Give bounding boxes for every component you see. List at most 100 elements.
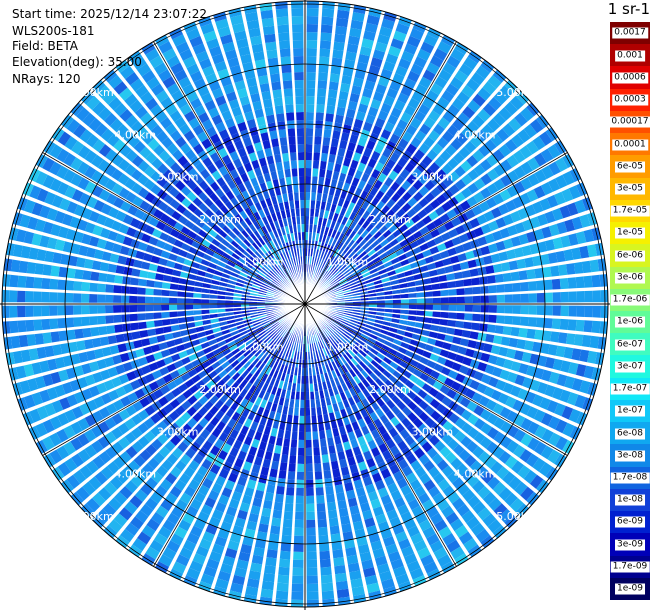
range-gate [340,320,349,326]
range-gate [552,387,564,400]
range-gate [331,268,339,276]
range-gate [372,49,386,61]
range-gate [360,369,369,379]
range-gate [361,200,370,210]
colorbar-label: 0.00017 [609,116,650,128]
range-gate [286,112,295,121]
range-gate [379,183,389,194]
range-gate [353,244,362,253]
range-gate [327,228,334,237]
range-gate [97,294,106,303]
range-gate [539,131,553,146]
range-gate [407,255,417,264]
range-gate [478,451,491,464]
range-gate [519,145,533,159]
range-gate [472,149,485,162]
range-gate [454,417,467,429]
range-gate [334,272,343,279]
range-gate [575,363,587,377]
range-gate [439,150,452,162]
range-gate [406,281,416,288]
range-gate [320,250,325,260]
range-gate [361,398,370,408]
range-gate [384,219,394,229]
range-gate [513,414,526,427]
range-gate [366,320,375,326]
range-gate [327,254,333,263]
range-gate [331,282,340,288]
range-gate [380,194,390,204]
range-gate [486,183,499,195]
range-gate [130,322,139,331]
range-gate [482,81,497,95]
range-gate [322,282,330,289]
range-gate [299,407,305,416]
range-gate [539,198,551,211]
range-gate [340,266,349,274]
range-gate [519,281,529,292]
range-gate [337,241,344,251]
range-gate [473,405,485,417]
range-ring-label: 2.00km [369,383,411,396]
range-gate [487,75,502,89]
range-gate [484,364,495,375]
range-gate [341,216,349,226]
range-gate [447,491,460,504]
range-gate [385,209,395,219]
range-gate [500,159,513,173]
range-gate [316,266,321,275]
range-gate [209,304,218,309]
range-gate [395,351,405,360]
range-gate [518,327,528,338]
range-gate [494,325,504,335]
range-gate [398,375,409,384]
range-gate [492,112,506,127]
range-gate [276,582,289,592]
range-gate [338,223,345,233]
range-gate [324,271,330,279]
range-gate [481,471,495,484]
range-gate [306,104,315,113]
range-gate [498,346,509,357]
range-gate [384,312,393,318]
range-gate [319,56,330,66]
range-gate [410,117,422,129]
range-gate [364,80,376,91]
range-gate [487,118,501,132]
range-gate [295,104,304,113]
colorbar-label: 6e-09 [615,516,645,528]
range-gate [323,470,332,479]
range-gate [446,273,455,281]
range-gate [82,270,92,281]
range-gate [424,344,435,352]
range-gate [458,365,469,375]
range-gate [334,314,343,319]
range-gate [105,294,114,303]
range-gate [469,379,480,391]
range-gate [405,250,415,258]
range-gate [330,203,337,213]
range-gate [464,140,477,154]
range-gate [318,526,328,536]
range-gate [327,275,335,283]
range-gate [400,299,409,304]
range-gate [458,531,473,545]
range-gate [413,191,424,202]
field-name: Field: BETA [12,39,78,53]
range-gate [137,305,146,312]
range-gate [395,175,405,186]
range-gate [340,334,349,342]
range-gate [579,245,590,259]
range-gate [331,320,340,326]
range-gate [440,297,449,304]
range-gate [384,304,393,309]
range-gate [423,479,436,492]
range-gate [345,192,354,202]
range-gate [498,251,509,262]
range-gate [477,87,492,101]
range-gate [407,185,418,196]
range-gate [392,163,403,174]
range-gate [259,515,270,525]
range-gate [571,348,582,361]
range-gate [487,519,502,533]
